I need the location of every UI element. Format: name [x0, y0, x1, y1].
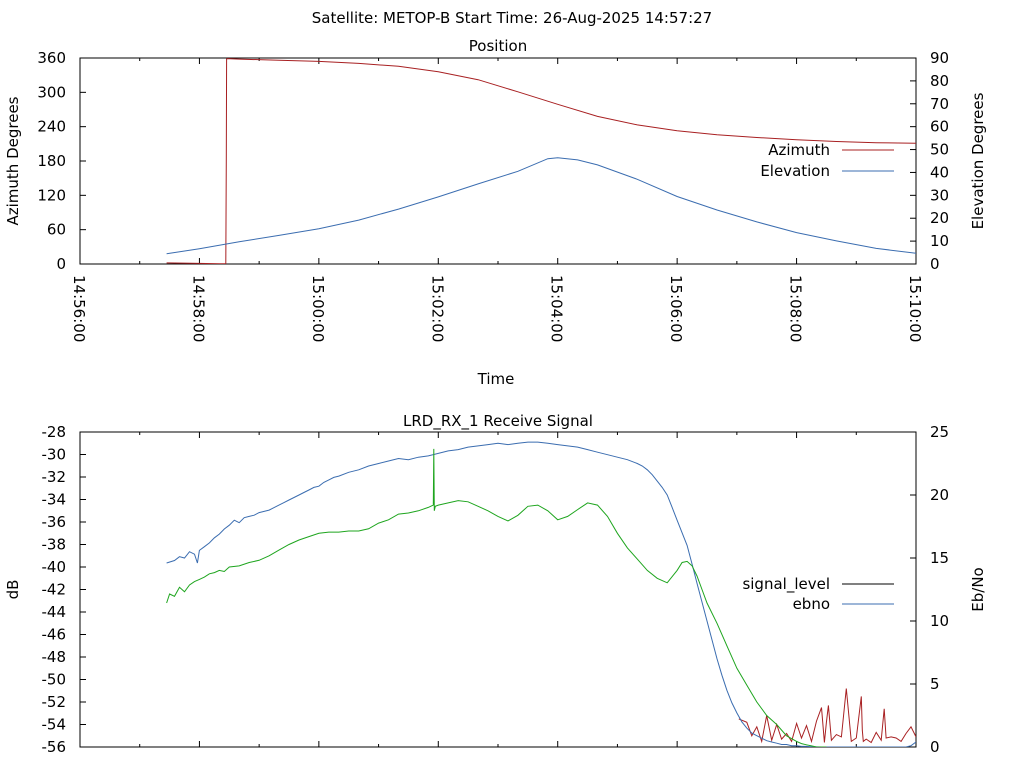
y-left-tick-label: -38	[42, 536, 67, 554]
receive-signal-chart: LRD_RX_1 Receive Signal -56 -54 -52 -50 -48 -4…	[4, 412, 987, 756]
y-left-tick-label: -40	[42, 558, 67, 576]
azimuth-line	[166, 58, 916, 264]
x-tick-label: 14:56:00	[70, 275, 88, 342]
y-left-tick-label: -28	[42, 423, 67, 441]
y-left-tick-label: -50	[42, 671, 67, 689]
elevation-line	[166, 157, 916, 255]
y-right-tick-label: 70	[930, 95, 949, 113]
y-right-tick-label: 10	[930, 232, 949, 250]
y-right-tick-label: 15	[930, 549, 949, 567]
y-left-tick-label: 360	[37, 49, 66, 67]
x-tick-label: 15:00:00	[309, 275, 327, 342]
x-axis-label: Time	[477, 370, 515, 388]
x-tick-label: 15:04:00	[548, 275, 566, 342]
position-chart: Position 14:56:00 14:58:00 15:00:00 15:02:00…	[4, 37, 987, 388]
legend-label: signal_level	[742, 575, 830, 594]
y-right-tick-label: 0	[930, 255, 940, 273]
y-left-tick-label: -34	[42, 491, 67, 509]
x-tick-label: 15:10:00	[906, 275, 924, 342]
y-left-tick-label: 240	[37, 118, 66, 136]
y-right-tick-label: 80	[930, 72, 949, 90]
y-left-tick-label: -32	[42, 468, 67, 486]
legend-label: Elevation	[760, 162, 830, 180]
y-left-tick-label: 120	[37, 186, 66, 204]
y-left-tick-label: -48	[42, 648, 67, 666]
y-left-tick-label: -30	[42, 446, 67, 464]
legend-label: Azimuth	[768, 141, 830, 159]
y-left-axis-label: dB	[4, 580, 22, 600]
y-left-axis-label: Azimuth Degrees	[4, 96, 22, 225]
y-right-tick-label: 20	[930, 209, 949, 227]
legend-label: ebno	[793, 595, 830, 613]
signal-level-line	[738, 688, 916, 744]
plot-frame	[79, 57, 917, 265]
y-right-tick-label: 20	[930, 486, 949, 504]
x-tick-label: 15:06:00	[667, 275, 685, 342]
x-tick-label: 15:08:00	[787, 275, 805, 342]
series-2-line	[166, 448, 827, 747]
y-right-axis-label: Elevation Degrees	[969, 92, 987, 229]
y-left-tick-label: -36	[42, 513, 67, 531]
y-left-tick-label: -52	[42, 693, 67, 711]
y-left-tick-label: 60	[47, 221, 66, 239]
y-right-tick-label: 25	[930, 423, 949, 441]
x-tick-label: 15:02:00	[428, 275, 446, 342]
y-right-tick-label: 0	[930, 738, 940, 756]
chart-title: LRD_RX_1 Receive Signal	[403, 412, 593, 431]
x-tick-label: 14:58:00	[189, 275, 207, 342]
y-left-tick-label: -44	[42, 603, 67, 621]
y-right-tick-label: 30	[930, 186, 949, 204]
y-right-tick-label: 5	[930, 675, 940, 693]
y-right-axis-label: Eb/No	[969, 567, 987, 611]
y-left-tick-label: 300	[37, 83, 66, 101]
page-title: Satellite: METOP-B Start Time: 26-Aug-20…	[312, 9, 712, 27]
y-right-tick-label: 50	[930, 141, 949, 159]
y-right-tick-label: 90	[930, 49, 949, 67]
y-right-tick-label: 40	[930, 163, 949, 181]
y-left-tick-label: -54	[42, 716, 67, 734]
chart-title: Position	[469, 37, 527, 55]
y-left-tick-label: -42	[42, 581, 67, 599]
y-left-tick-label: -56	[42, 738, 67, 756]
y-right-tick-label: 10	[930, 612, 949, 630]
y-right-tick-label: 60	[930, 118, 949, 136]
y-left-tick-label: 0	[56, 255, 66, 273]
y-left-tick-label: -46	[42, 626, 67, 644]
y-left-tick-label: 180	[37, 152, 66, 170]
